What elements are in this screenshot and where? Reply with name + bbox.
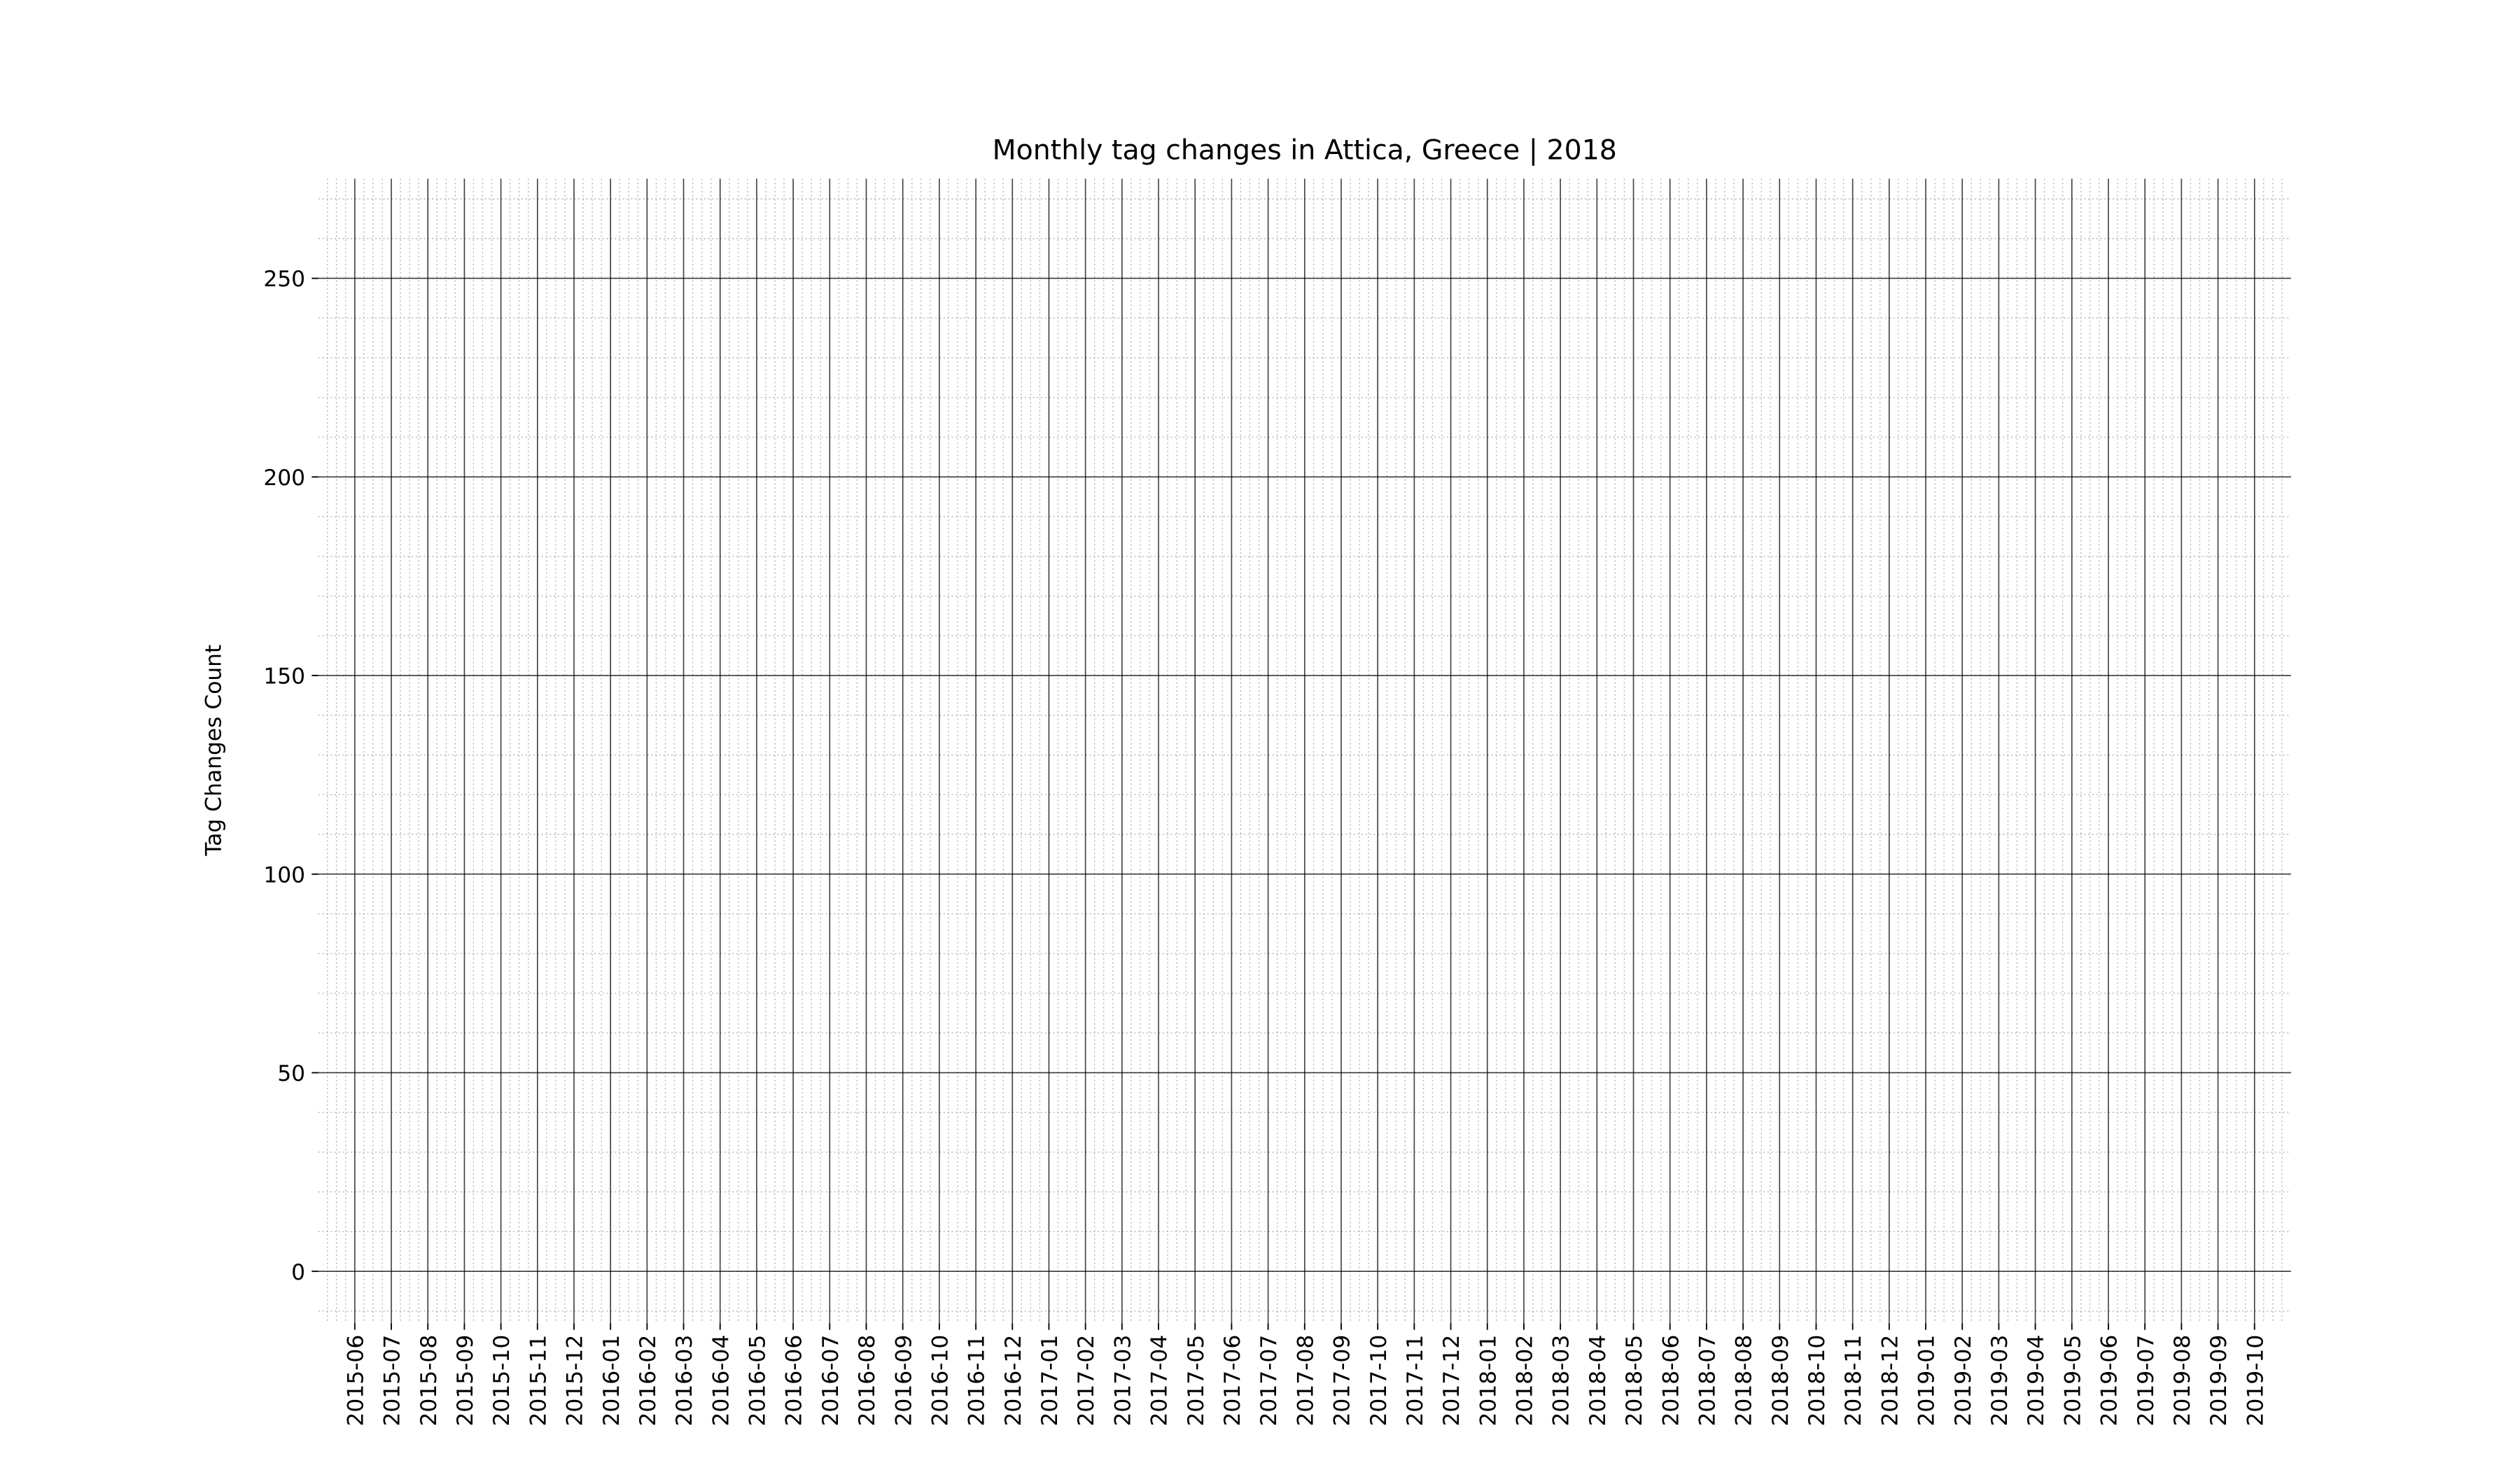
x-tick-label: 2016-01 bbox=[599, 1335, 624, 1427]
x-tick-label: 2019-10 bbox=[2243, 1335, 2268, 1427]
x-tick-label: 2018-11 bbox=[1841, 1335, 1866, 1427]
x-tick-label: 2016-03 bbox=[672, 1335, 697, 1427]
x-tick-label: 2018-07 bbox=[1695, 1335, 1720, 1427]
x-tick-label: 2016-10 bbox=[927, 1335, 953, 1427]
x-tick-label: 2017-09 bbox=[1330, 1335, 1355, 1427]
x-tick-label: 2017-04 bbox=[1147, 1335, 1172, 1427]
x-tick-label: 2018-09 bbox=[1768, 1335, 1793, 1427]
x-tick-label: 2018-03 bbox=[1549, 1335, 1574, 1427]
y-tick-label: 50 bbox=[277, 1061, 305, 1086]
x-tick-label: 2019-04 bbox=[2024, 1335, 2049, 1427]
x-tick-label: 2018-05 bbox=[1622, 1335, 1647, 1427]
x-tick-label: 2015-11 bbox=[526, 1335, 551, 1427]
x-tick-label: 2017-05 bbox=[1184, 1335, 1209, 1427]
x-tick-label: 2019-06 bbox=[2097, 1335, 2122, 1427]
x-tick-label: 2019-05 bbox=[2060, 1335, 2085, 1427]
x-tick-label: 2015-09 bbox=[453, 1335, 478, 1427]
x-tick-label: 2017-07 bbox=[1256, 1335, 1282, 1427]
x-tick-label: 2017-10 bbox=[1366, 1335, 1392, 1427]
x-tick-label: 2018-06 bbox=[1658, 1335, 1684, 1427]
x-tick-label: 2019-03 bbox=[1987, 1335, 2012, 1427]
x-tick-label: 2016-05 bbox=[746, 1335, 771, 1427]
x-tick-label: 2018-01 bbox=[1476, 1335, 1501, 1427]
x-tick-label: 2018-02 bbox=[1513, 1335, 1538, 1427]
x-tick-label: 2017-02 bbox=[1074, 1335, 1099, 1427]
x-tick-label: 2016-06 bbox=[782, 1335, 807, 1427]
x-tick-label: 2016-04 bbox=[708, 1335, 734, 1427]
y-tick-label: 150 bbox=[263, 664, 305, 690]
y-tick-label: 0 bbox=[291, 1260, 305, 1285]
x-tick-label: 2019-01 bbox=[1914, 1335, 1940, 1427]
x-tick-label: 2016-07 bbox=[818, 1335, 844, 1427]
x-tick-label: 2015-08 bbox=[416, 1335, 442, 1427]
x-tick-label: 2017-11 bbox=[1403, 1335, 1428, 1427]
x-tick-label: 2019-09 bbox=[2206, 1335, 2232, 1427]
x-tick-label: 2019-02 bbox=[1951, 1335, 1976, 1427]
y-axis-label: Tag Changes Count bbox=[201, 645, 226, 857]
x-tick-label: 2017-06 bbox=[1220, 1335, 1245, 1427]
y-tick-label: 100 bbox=[263, 862, 305, 888]
chart-title: Monthly tag changes in Attica, Greece | … bbox=[993, 134, 1617, 166]
x-tick-label: 2015-12 bbox=[563, 1335, 588, 1427]
x-tick-label: 2017-08 bbox=[1293, 1335, 1318, 1427]
x-tick-label: 2017-01 bbox=[1037, 1335, 1063, 1427]
x-tick-label: 2017-03 bbox=[1110, 1335, 1135, 1427]
x-tick-label: 2017-12 bbox=[1439, 1335, 1464, 1427]
x-tick-label: 2015-10 bbox=[489, 1335, 514, 1427]
x-tick-label: 2015-06 bbox=[343, 1335, 368, 1427]
x-tick-label: 2019-07 bbox=[2134, 1335, 2159, 1427]
x-tick-label: 2016-12 bbox=[1001, 1335, 1026, 1427]
x-tick-label: 2018-04 bbox=[1586, 1335, 1611, 1427]
x-tick-label: 2018-08 bbox=[1732, 1335, 1757, 1427]
x-tick-label: 2016-11 bbox=[965, 1335, 990, 1427]
y-tick-label: 200 bbox=[263, 465, 305, 491]
x-tick-label: 2018-12 bbox=[1877, 1335, 1903, 1427]
x-tick-label: 2016-08 bbox=[855, 1335, 880, 1427]
x-tick-label: 2015-07 bbox=[380, 1335, 405, 1427]
x-tick-label: 2016-09 bbox=[891, 1335, 916, 1427]
x-tick-label: 2018-10 bbox=[1805, 1335, 1830, 1427]
x-tick-label: 2016-02 bbox=[636, 1335, 661, 1427]
x-tick-label: 2019-08 bbox=[2170, 1335, 2195, 1427]
y-tick-label: 250 bbox=[263, 267, 305, 292]
